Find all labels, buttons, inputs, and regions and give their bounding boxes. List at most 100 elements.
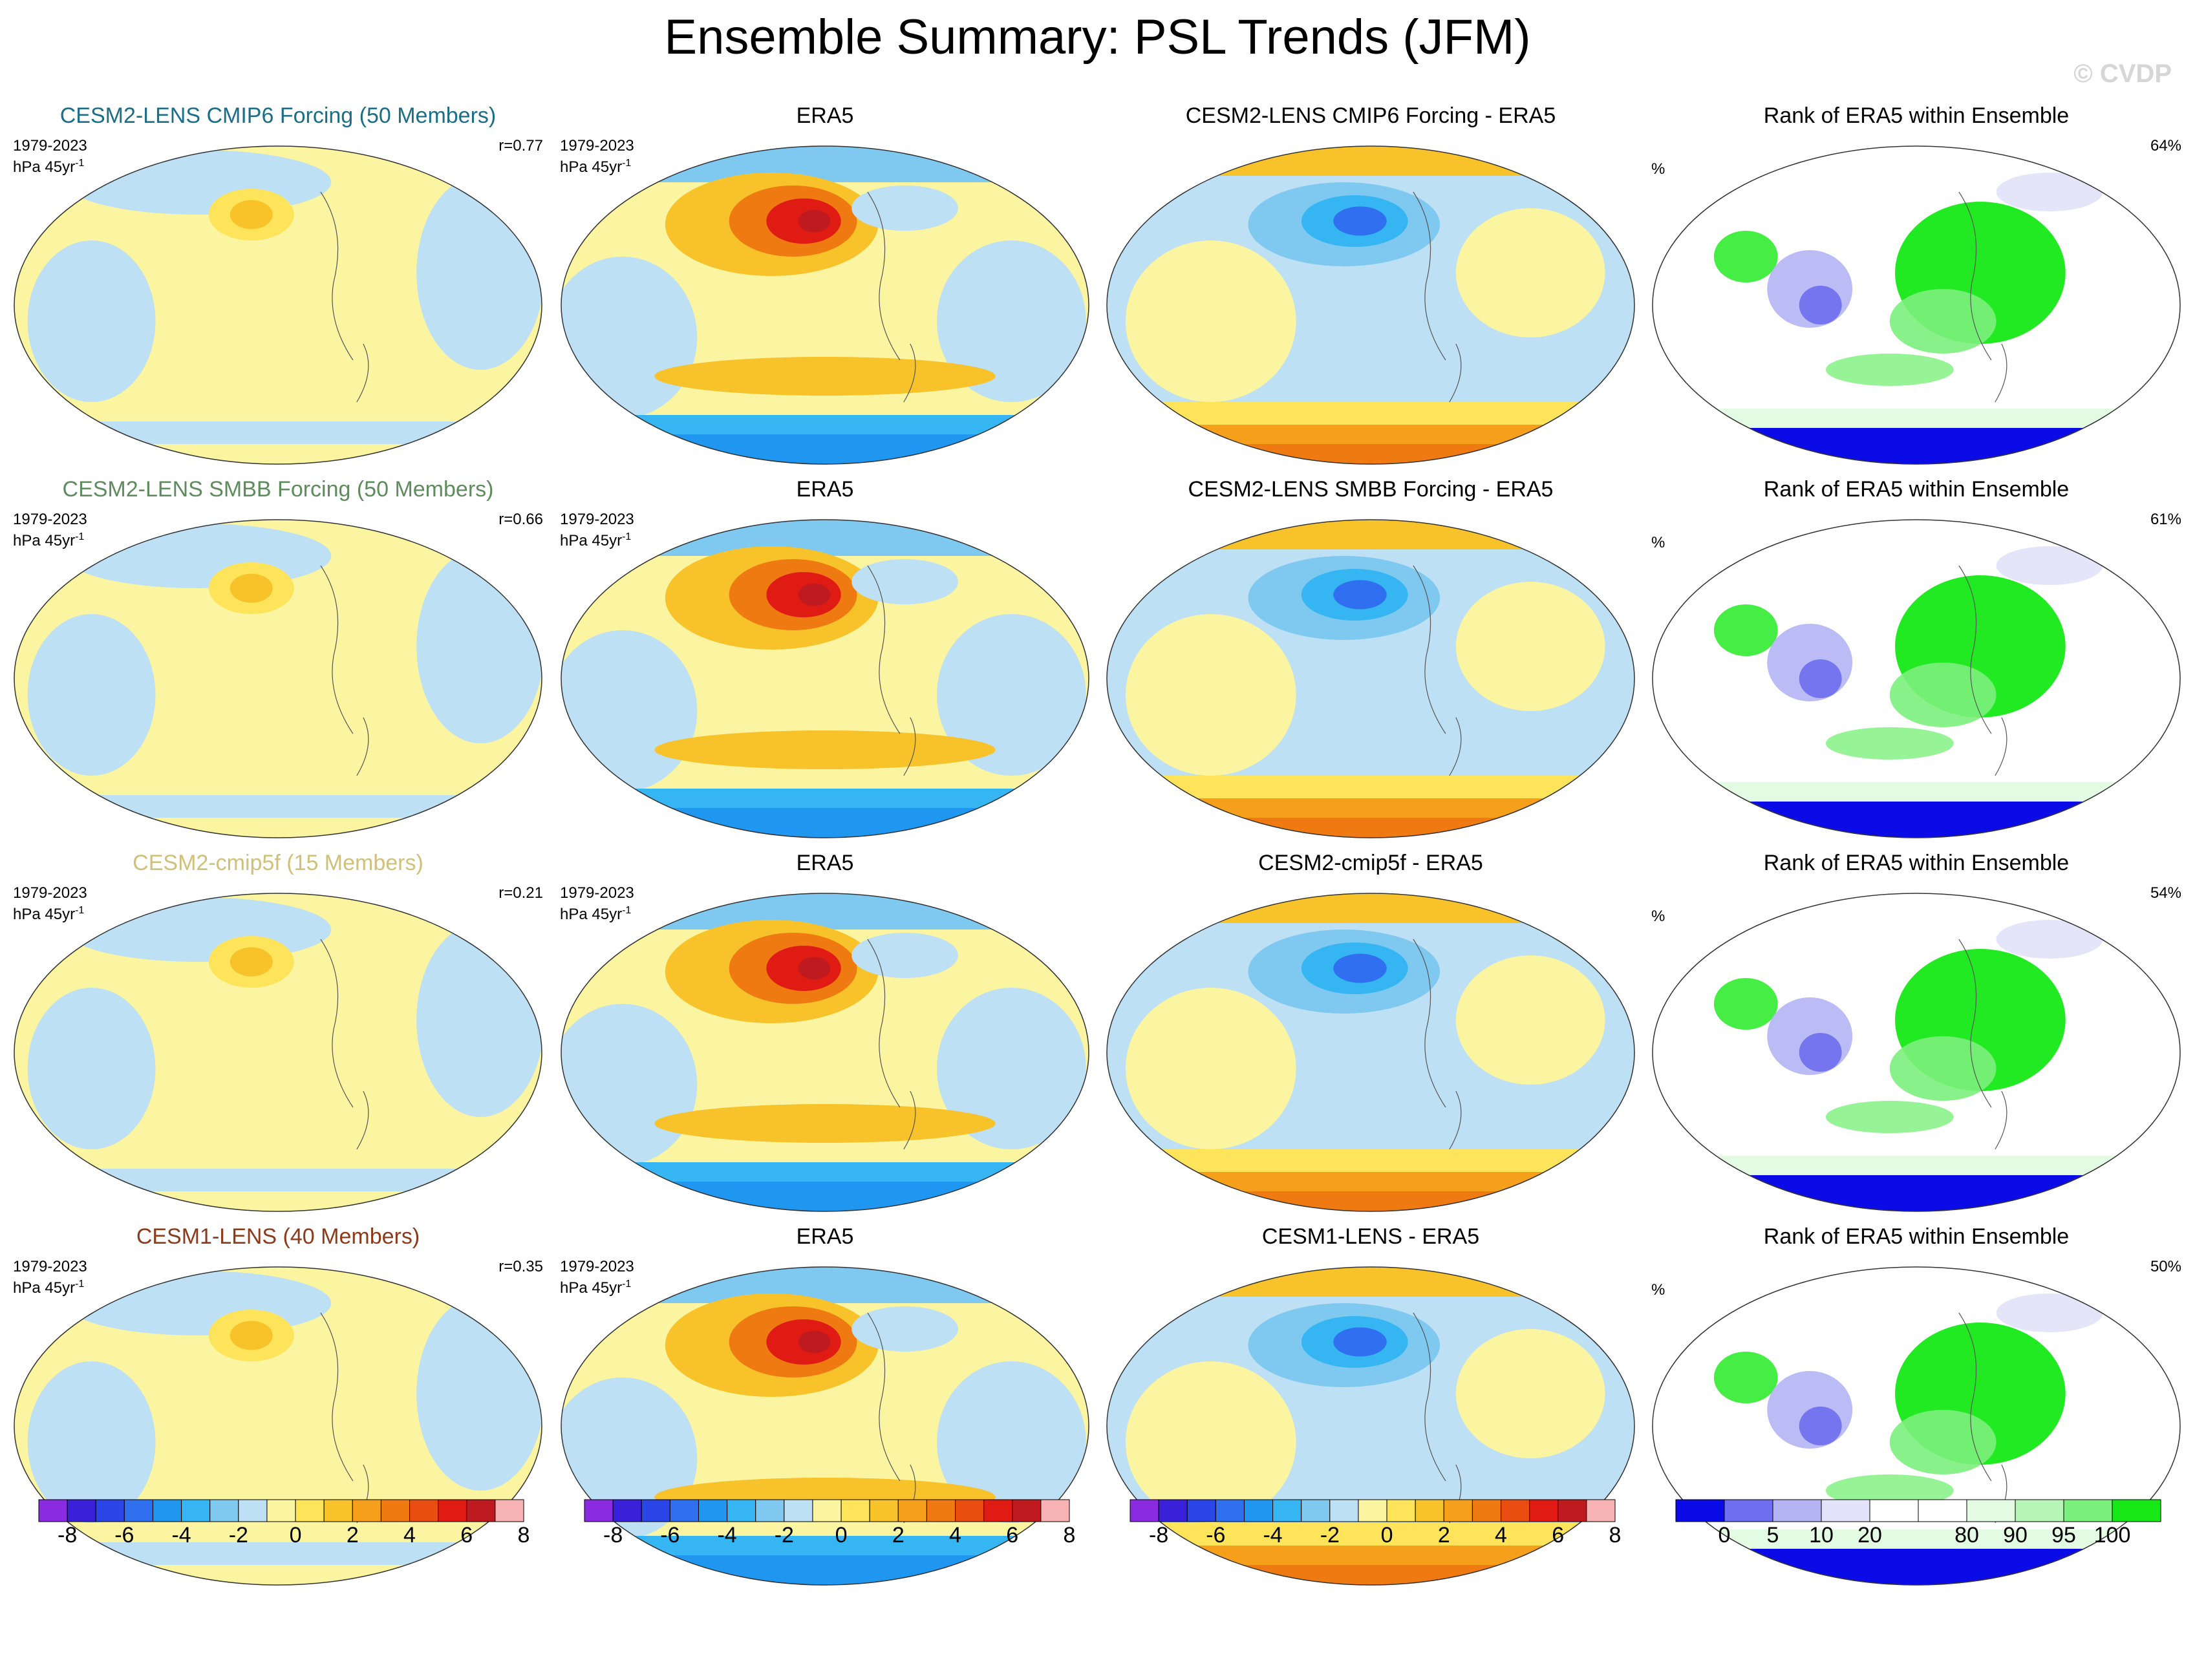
colorbar-tick-label: 4 [1495,1523,1507,1547]
colorbar-labels: 0 5 10 20 80 90 95 100 [1675,1523,2162,1551]
units-text: hPa 45yr [13,532,76,549]
high-rank-region [1713,978,1778,1030]
period: 1979-2023 [13,511,87,528]
colorbar-swatch [841,1499,870,1522]
colorbar-swatch [1586,1499,1616,1522]
globe-outline [1106,145,1635,465]
colorbar-tick-label: 5 [1766,1523,1779,1547]
field-blob [937,988,1086,1149]
field-band [561,808,1089,838]
colorbar-swatch [1415,1499,1444,1522]
colorbar-swatches [1130,1499,1616,1522]
globe-outline [14,145,542,465]
colorbar-swatch [1272,1499,1302,1522]
panel-title: ERA5 [796,851,854,875]
field-band [1107,1267,1634,1297]
field-band [14,795,542,818]
coastline [320,939,369,1150]
colorbar-swatch [1558,1499,1587,1522]
rank-percent: 54% [2150,884,2181,902]
units: hPa 45yr-1 [560,528,634,549]
field-band [1107,893,1634,923]
units-text: hPa 45yr [13,1279,76,1297]
field-blob [65,524,332,588]
coastline [1413,939,1462,1150]
colorbar-swatches [38,1499,524,1522]
colorbar-swatch [727,1499,756,1522]
colorbar-swatch [955,1499,985,1522]
colorbar-tick-label: 2 [346,1523,359,1547]
panel-title: CESM2-LENS CMIP6 Forcing - ERA5 [1185,103,1556,128]
map-rank [1652,893,2181,1212]
units-text: hPa 45yr [560,906,623,923]
units-text: hPa 45yr [560,158,623,176]
field-blob [937,240,1086,402]
colorbar-tick-label: -2 [228,1523,248,1547]
panel-diff: CESM2-cmip5f - ERA5 [1093,851,1649,1226]
colorbar-tick-label: -4 [717,1523,737,1547]
globe-outline [1106,519,1635,838]
colorbar-swatches [1675,1499,2161,1522]
colorbar-tick-label: -8 [57,1523,78,1547]
rank-percent: 61% [2150,511,2181,528]
map-diff [1106,145,1635,465]
field-band [1107,1191,1634,1211]
colorbar-swatch [812,1499,842,1522]
low-rank-region [1996,1293,2103,1332]
field-blob [230,1321,273,1350]
colorbar-swatch [380,1499,411,1522]
field-band [14,1169,542,1191]
field-band [1107,444,1634,464]
colorbar-tick-label: 90 [2003,1523,2028,1547]
percent-symbol: % [1651,1281,1665,1299]
low-rank-region [1996,920,2103,959]
map-rank [1652,145,2181,465]
field-blob [230,573,273,603]
panel-rank: Rank of ERA5 within Ensemble% 50% [1638,1224,2194,1599]
field-band [1107,146,1634,176]
globe-outline [1652,893,2181,1212]
colorbar-swatch [1966,1499,2016,1522]
map-rank [1652,1266,2181,1586]
colorbar-swatch [409,1499,439,1522]
colorbar-swatch [1869,1499,1919,1522]
period-units-label: 1979-2023 hPa 45yr-1 [560,1258,634,1297]
panel-diff: CESM2-LENS CMIP6 Forcing - ERA5 [1093,103,1649,478]
period: 1979-2023 [13,137,87,154]
pattern-correlation: r=0.66 [498,511,543,528]
colorbar-swatch [1675,1499,1725,1522]
field-blob [1125,988,1296,1149]
panel-title: CESM1-LENS - ERA5 [1261,1224,1480,1249]
colorbar-swatch [1821,1499,1870,1522]
colorbar-swatches [584,1499,1070,1522]
colorbar-swatch [869,1499,899,1522]
panel-title: Rank of ERA5 within Ensemble [1763,1224,2070,1249]
units-text: hPa 45yr [13,158,76,176]
field-blob [798,957,831,980]
field-blob [798,209,831,233]
panel-rank: Rank of ERA5 within Ensemble% 54% [1638,851,2194,1226]
figure-title: Ensemble Summary: PSL Trends (JFM) [664,10,1531,65]
colorbar-swatch [209,1499,239,1522]
low-rank-band [1653,802,2180,838]
globe-outline [1106,893,1635,1212]
colorbar-tick-label: -2 [774,1523,794,1547]
panel-title: CESM2-cmip5f (15 Members) [133,851,423,875]
colorbar-swatch [1243,1499,1274,1522]
colorbar-tick-label: 0 [289,1523,302,1547]
colorbar-swatch [1529,1499,1559,1522]
colorbar-tick-label: 2 [1437,1523,1450,1547]
high-rank-region [1889,1410,1997,1474]
field-blob [230,947,273,977]
high-rank-region [1889,1036,1997,1101]
globe-outline [561,519,1089,838]
coastline [1958,565,2008,776]
high-rank-region [1889,289,1997,354]
colorbar-swatch [152,1499,182,1522]
colorbar-tick-label: 100 [2093,1523,2131,1547]
colorbar-swatch [1158,1499,1188,1522]
panel-obs: ERA5 1979-2023 hPa 45yr-1 [547,103,1103,478]
globe-outline [1652,519,2181,838]
period-units-label: 1979-2023 hPa 45yr-1 [560,137,634,176]
colorbar-swatch [295,1499,325,1522]
